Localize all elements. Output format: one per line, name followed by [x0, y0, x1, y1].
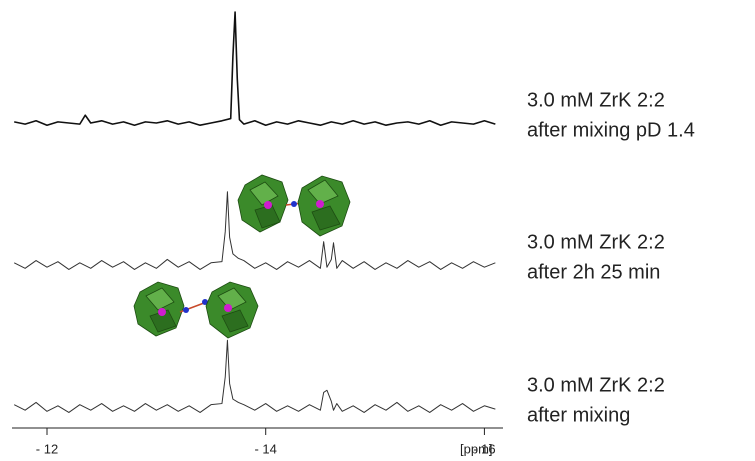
- molecule-dimer: [133, 281, 259, 339]
- legend-condition: after mixing pD 1.4: [527, 119, 695, 141]
- x-tick-label: - 14: [254, 441, 276, 456]
- x-tick-label: - 16: [473, 441, 495, 456]
- legend-label: 3.0 mM ZrK 2:2: [527, 89, 665, 111]
- spectrum-line: [14, 11, 496, 127]
- spectrum-line: [13, 191, 496, 270]
- x-axis-label: [ppm]: [460, 441, 493, 456]
- legend-label: 3.0 mM ZrK 2:2: [527, 374, 665, 396]
- molecule-dimer: [237, 174, 351, 237]
- spectrum-line: [13, 339, 496, 413]
- legend-condition: after mixing: [527, 404, 630, 426]
- legend-condition: after 2h 25 min: [527, 261, 660, 283]
- legend-label: 3.0 mM ZrK 2:2: [527, 231, 665, 253]
- x-tick-label: - 12: [36, 441, 58, 456]
